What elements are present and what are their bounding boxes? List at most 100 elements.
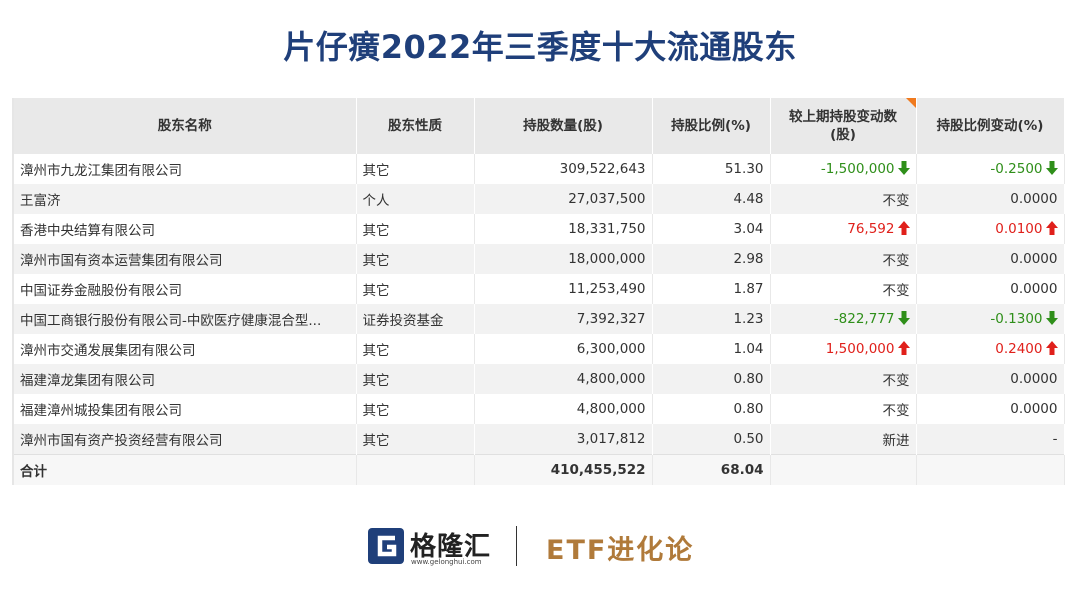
brand-name: ETF进化论 — [546, 535, 695, 566]
shareholder-table: 股东名称 股东性质 持股数量(股) 持股比例(%) 较上期持股变动数 (股) 持… — [14, 98, 1065, 485]
table-total-row: 合计 410,455,522 68.04 — [14, 454, 1065, 485]
cell-type: 其它 — [356, 364, 475, 394]
total-type-empty — [356, 454, 475, 485]
table-row[interactable]: 中国证券金融股份有限公司 其它 11,253,490 1.87 不变 0.0000 — [14, 274, 1065, 304]
footer-divider — [516, 526, 517, 566]
cell-ratio-change: 0.0000 — [916, 394, 1065, 424]
total-ratio: 68.04 — [652, 454, 771, 485]
cell-type: 其它 — [356, 244, 475, 274]
arrow-down-icon — [1045, 311, 1058, 325]
cell-ratio: 3.04 — [652, 214, 771, 244]
shareholder-table-container: 股东名称 股东性质 持股数量(股) 持股比例(%) 较上期持股变动数 (股) 持… — [12, 98, 1070, 485]
cell-change-value: -1,500,000 — [820, 161, 895, 177]
cell-change-value: 不变 — [882, 253, 910, 269]
cell-ratio-change: 0.2400 — [916, 334, 1065, 364]
cell-shares: 18,000,000 — [474, 244, 653, 274]
cell-change: 不变 — [770, 364, 917, 394]
cell-change: -1,500,000 — [770, 154, 917, 184]
col-header-shares[interactable]: 持股数量(股) — [474, 98, 653, 154]
table-header-row: 股东名称 股东性质 持股数量(股) 持股比例(%) 较上期持股变动数 (股) 持… — [14, 98, 1065, 154]
total-label: 合计 — [14, 454, 357, 485]
cell-type: 个人 — [356, 184, 475, 214]
cell-ratio-change-value: -0.1300 — [990, 311, 1043, 327]
cell-ratio-change-value: -0.2500 — [990, 161, 1043, 177]
cell-change: 不变 — [770, 244, 917, 274]
cell-change: 不变 — [770, 184, 917, 214]
total-change-empty — [770, 454, 917, 485]
cell-shares: 11,253,490 — [474, 274, 653, 304]
cell-name: 福建漳龙集团有限公司 — [14, 364, 357, 394]
cell-ratio: 1.87 — [652, 274, 771, 304]
cell-type: 其它 — [356, 154, 475, 184]
cell-ratio-change-value: 0.0000 — [1010, 191, 1058, 207]
cell-type: 证券投资基金 — [356, 304, 475, 334]
cell-change: 1,500,000 — [770, 334, 917, 364]
table-row[interactable]: 福建漳州城投集团有限公司 其它 4,800,000 0.80 不变 0.0000 — [14, 394, 1065, 424]
col-header-change[interactable]: 较上期持股变动数 (股) — [770, 98, 917, 154]
col-header-ratio[interactable]: 持股比例(%) — [652, 98, 771, 154]
total-ratio-change-empty — [916, 454, 1065, 485]
cell-ratio-change: 0.0000 — [916, 244, 1065, 274]
cell-name: 香港中央结算有限公司 — [14, 214, 357, 244]
cell-ratio-change: 0.0100 — [916, 214, 1065, 244]
table-row[interactable]: 福建漳龙集团有限公司 其它 4,800,000 0.80 不变 0.0000 — [14, 364, 1065, 394]
cell-change-value: 不变 — [882, 403, 910, 419]
arrow-up-icon — [1045, 341, 1058, 355]
cell-type: 其它 — [356, 394, 475, 424]
cell-ratio-change-value: 0.0000 — [1010, 401, 1058, 417]
cell-name: 福建漳州城投集团有限公司 — [14, 394, 357, 424]
cell-ratio: 51.30 — [652, 154, 771, 184]
cell-shares: 4,800,000 — [474, 394, 653, 424]
table-row[interactable]: 中国工商银行股份有限公司-中欧医疗健康混合型... 证券投资基金 7,392,327… — [14, 304, 1065, 334]
table-row[interactable]: 王富济 个人 27,037,500 4.48 不变 0.0000 — [14, 184, 1065, 214]
col-header-change-line2: (股) — [830, 127, 856, 143]
cell-change-value: -822,777 — [833, 311, 895, 327]
arrow-up-icon — [897, 221, 910, 235]
cell-change-value: 76,592 — [847, 221, 895, 237]
cell-name: 王富济 — [14, 184, 357, 214]
cell-shares: 7,392,327 — [474, 304, 653, 334]
cell-change-value: 不变 — [882, 283, 910, 299]
cell-ratio-change-value: 0.0000 — [1010, 251, 1058, 267]
cell-name: 中国工商银行股份有限公司-中欧医疗健康混合型... — [14, 304, 357, 334]
cell-name: 漳州市九龙江集团有限公司 — [14, 154, 357, 184]
cell-change-value: 不变 — [882, 373, 910, 389]
cell-ratio-change-value: 0.0000 — [1010, 281, 1058, 297]
cell-change: -822,777 — [770, 304, 917, 334]
arrow-down-icon — [897, 161, 910, 175]
cell-shares: 27,037,500 — [474, 184, 653, 214]
table-row[interactable]: 漳州市国有资产投资经营有限公司 其它 3,017,812 0.50 新进 - — [14, 424, 1065, 455]
cell-ratio-change-value: 0.2400 — [995, 341, 1043, 357]
table-row[interactable]: 漳州市国有资本运营集团有限公司 其它 18,000,000 2.98 不变 0.0000 — [14, 244, 1065, 274]
cell-ratio: 0.80 — [652, 364, 771, 394]
cell-ratio: 2.98 — [652, 244, 771, 274]
cell-ratio: 1.23 — [652, 304, 771, 334]
cell-ratio-change: 0.0000 — [916, 274, 1065, 304]
cell-type: 其它 — [356, 274, 475, 304]
cell-change: 不变 — [770, 394, 917, 424]
col-header-ratio-change[interactable]: 持股比例变动(%) — [916, 98, 1065, 154]
cell-ratio-change-value: - — [1052, 431, 1058, 447]
cell-ratio-change: 0.0000 — [916, 364, 1065, 394]
cell-shares: 309,522,643 — [474, 154, 653, 184]
cell-type: 其它 — [356, 214, 475, 244]
table-row[interactable]: 香港中央结算有限公司 其它 18,331,750 3.04 76,592 0.0100 — [14, 214, 1065, 244]
arrow-up-icon — [897, 341, 910, 355]
table-row[interactable]: 漳州市九龙江集团有限公司 其它 309,522,643 51.30 -1,500,000… — [14, 154, 1065, 184]
arrow-down-icon — [1045, 161, 1058, 175]
cell-name: 漳州市交通发展集团有限公司 — [14, 334, 357, 364]
page-title: 片仔癀2022年三季度十大流通股东 — [283, 28, 797, 66]
col-header-type[interactable]: 股东性质 — [356, 98, 475, 154]
table-row[interactable]: 漳州市交通发展集团有限公司 其它 6,300,000 1.04 1,500,000 0.2… — [14, 334, 1065, 364]
cell-shares: 4,800,000 — [474, 364, 653, 394]
cell-change-value: 新进 — [882, 433, 910, 449]
cell-type: 其它 — [356, 334, 475, 364]
arrow-down-icon — [897, 311, 910, 325]
cell-ratio-change: -0.2500 — [916, 154, 1065, 184]
col-header-name[interactable]: 股东名称 — [14, 98, 357, 154]
col-header-change-line1: 较上期持股变动数 — [789, 109, 897, 125]
cell-ratio-change-value: 0.0000 — [1010, 371, 1058, 387]
cell-ratio-change: - — [916, 424, 1065, 455]
cell-change: 不变 — [770, 274, 917, 304]
logo-name: 格隆汇 — [410, 532, 492, 562]
